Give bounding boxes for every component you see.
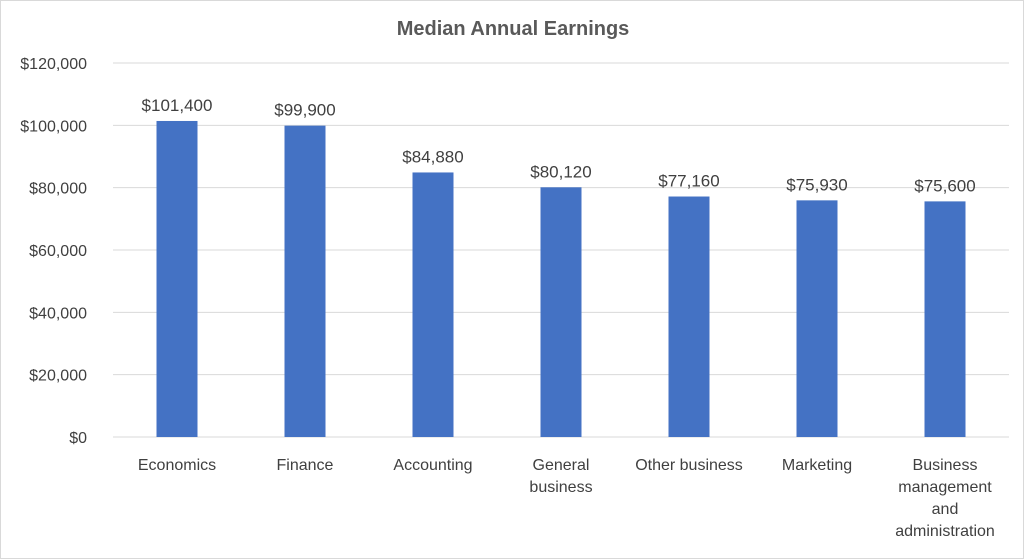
x-axis-categories: Economics Finance Accounting General busines… <box>138 457 995 540</box>
y-axis-ticks: $0 $20,000 $40,000 $60,000 $80,000 $100,000 $1… <box>20 56 87 447</box>
data-label: $101,400 <box>142 96 213 115</box>
category-label: Other business <box>635 457 743 474</box>
category-label-line: Other business <box>635 457 743 474</box>
category-label-line: and <box>932 501 959 518</box>
category-label: Business management and administration <box>895 457 995 540</box>
data-label: $75,930 <box>786 175 847 194</box>
y-tick-label: $100,000 <box>20 118 87 135</box>
bar <box>412 172 454 437</box>
y-tick-label: $40,000 <box>29 305 87 322</box>
data-label: $99,900 <box>274 101 335 120</box>
y-tick-label: $120,000 <box>20 56 87 73</box>
bar <box>668 196 710 437</box>
data-label: $84,880 <box>402 147 463 166</box>
y-tick-label: $20,000 <box>29 368 87 385</box>
data-label: $75,600 <box>914 176 975 195</box>
y-tick-label: $80,000 <box>29 181 87 198</box>
y-tick-label: $60,000 <box>29 243 87 260</box>
bars <box>156 120 966 438</box>
category-label-line: General <box>533 457 590 474</box>
category-label: Economics <box>138 457 216 474</box>
category-label-line: Economics <box>138 457 216 474</box>
bar <box>796 200 838 437</box>
category-label-line: administration <box>895 523 995 540</box>
bar <box>156 120 198 437</box>
category-label-line: Marketing <box>782 457 852 474</box>
chart-title: Median Annual Earnings <box>397 18 630 40</box>
bar <box>924 201 966 437</box>
category-label: Accounting <box>393 457 472 474</box>
data-label: $77,160 <box>658 172 719 191</box>
category-label-line: Finance <box>277 457 334 474</box>
category-label-line: Business <box>913 457 978 474</box>
data-labels: $101,400 $99,900 $84,880 $80,120 $77,160 $75,… <box>142 96 976 195</box>
bar <box>284 125 326 438</box>
bar <box>540 187 582 437</box>
category-label-line: management <box>898 479 992 496</box>
category-label: Finance <box>277 457 334 474</box>
category-label: Marketing <box>782 457 852 474</box>
category-label: General business <box>529 457 592 496</box>
y-tick-label: $0 <box>69 430 87 447</box>
category-label-line: business <box>529 479 592 496</box>
category-label-line: Accounting <box>393 457 472 474</box>
data-label: $80,120 <box>530 162 591 181</box>
